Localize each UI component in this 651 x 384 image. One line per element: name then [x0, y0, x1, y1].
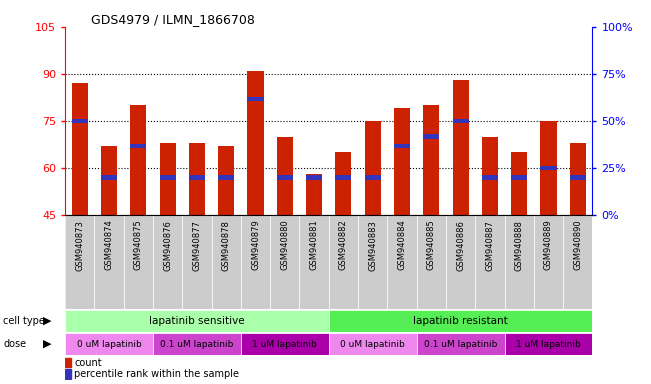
Bar — [159, 143, 176, 215]
Bar — [365, 121, 381, 215]
Bar — [452, 119, 469, 123]
Bar — [570, 175, 586, 180]
Text: lapatinib resistant: lapatinib resistant — [413, 316, 508, 326]
Bar — [482, 137, 498, 215]
Text: cell type: cell type — [3, 316, 45, 326]
Bar — [534, 215, 563, 309]
Bar — [505, 215, 534, 309]
Text: GSM940878: GSM940878 — [222, 220, 230, 271]
Text: GSM940887: GSM940887 — [486, 220, 494, 271]
Text: percentile rank within the sample: percentile rank within the sample — [74, 369, 239, 379]
Bar — [153, 215, 182, 309]
Text: 1 uM lapatinib: 1 uM lapatinib — [253, 339, 317, 349]
Bar — [218, 146, 234, 215]
Bar — [270, 215, 299, 309]
Text: GSM940889: GSM940889 — [544, 220, 553, 270]
Text: GSM940884: GSM940884 — [398, 220, 406, 270]
Text: 0.1 uM lapatinib: 0.1 uM lapatinib — [160, 339, 234, 349]
Text: 0 uM lapatinib: 0 uM lapatinib — [340, 339, 405, 349]
Bar — [329, 215, 358, 309]
Bar — [358, 215, 387, 309]
Bar — [65, 215, 94, 309]
Text: GSM940885: GSM940885 — [427, 220, 436, 270]
Text: GSM940876: GSM940876 — [163, 220, 172, 271]
Text: lapatinib sensitive: lapatinib sensitive — [149, 316, 245, 326]
Bar — [329, 333, 417, 355]
Bar — [335, 152, 352, 215]
Bar — [505, 333, 592, 355]
Bar — [277, 137, 293, 215]
Bar — [159, 175, 176, 180]
Text: GSM940880: GSM940880 — [281, 220, 289, 270]
Bar — [124, 215, 153, 309]
Text: count: count — [74, 358, 102, 367]
Text: GSM940881: GSM940881 — [310, 220, 318, 270]
Bar — [482, 175, 498, 180]
Bar — [417, 333, 505, 355]
Bar — [153, 333, 241, 355]
Bar — [570, 143, 586, 215]
Bar — [306, 174, 322, 215]
Bar — [72, 119, 88, 123]
Text: GSM940879: GSM940879 — [251, 220, 260, 270]
Text: 1 uM lapatinib: 1 uM lapatinib — [516, 339, 581, 349]
Bar — [423, 134, 439, 139]
Text: GSM940874: GSM940874 — [105, 220, 113, 270]
Bar — [189, 143, 205, 215]
Text: GSM940875: GSM940875 — [134, 220, 143, 270]
Bar — [247, 71, 264, 215]
Bar — [247, 97, 264, 101]
Bar — [212, 215, 241, 309]
Text: GSM940873: GSM940873 — [76, 220, 84, 271]
Bar — [299, 215, 329, 309]
Bar — [394, 108, 410, 215]
Bar — [335, 175, 352, 180]
Bar — [306, 175, 322, 180]
Bar — [130, 144, 146, 148]
Bar — [65, 333, 153, 355]
Text: 0 uM lapatinib: 0 uM lapatinib — [77, 339, 141, 349]
Text: GSM940882: GSM940882 — [339, 220, 348, 270]
Text: ▶: ▶ — [42, 339, 51, 349]
Bar — [365, 175, 381, 180]
Bar — [394, 144, 410, 148]
Bar — [65, 358, 71, 367]
Text: GSM940877: GSM940877 — [193, 220, 201, 271]
Bar — [446, 215, 475, 309]
Bar — [511, 152, 527, 215]
Bar — [65, 369, 71, 379]
Text: GSM940890: GSM940890 — [574, 220, 582, 270]
Text: GSM940883: GSM940883 — [368, 220, 377, 271]
Bar — [277, 175, 293, 180]
Bar — [475, 215, 505, 309]
Text: GSM940886: GSM940886 — [456, 220, 465, 271]
Bar — [130, 105, 146, 215]
Text: ▶: ▶ — [42, 316, 51, 326]
Bar — [241, 215, 270, 309]
Bar — [329, 310, 592, 332]
Bar — [540, 121, 557, 215]
Bar — [65, 310, 329, 332]
Bar — [417, 215, 446, 309]
Bar — [94, 215, 124, 309]
Bar — [423, 105, 439, 215]
Bar — [511, 175, 527, 180]
Bar — [218, 175, 234, 180]
Text: GDS4979 / ILMN_1866708: GDS4979 / ILMN_1866708 — [91, 13, 255, 26]
Bar — [101, 175, 117, 180]
Text: 0.1 uM lapatinib: 0.1 uM lapatinib — [424, 339, 497, 349]
Bar — [72, 83, 88, 215]
Bar — [540, 166, 557, 170]
Bar — [182, 215, 212, 309]
Bar — [101, 146, 117, 215]
Text: dose: dose — [3, 339, 27, 349]
Bar — [241, 333, 329, 355]
Text: GSM940888: GSM940888 — [515, 220, 523, 271]
Bar — [387, 215, 417, 309]
Bar — [189, 175, 205, 180]
Bar — [452, 80, 469, 215]
Bar — [563, 215, 592, 309]
